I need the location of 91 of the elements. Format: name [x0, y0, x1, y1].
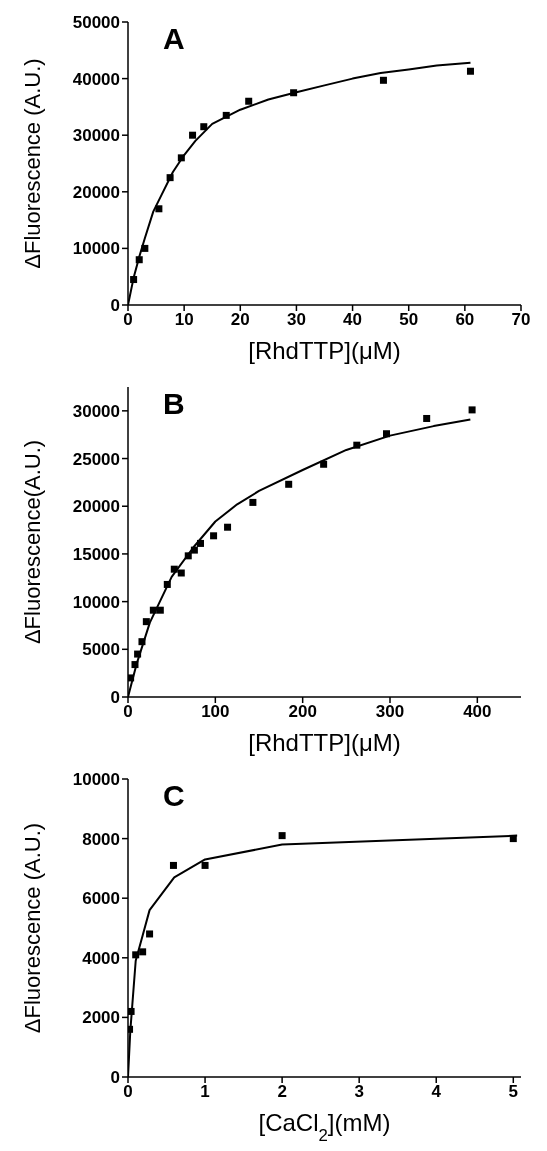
chart-title: C [163, 779, 185, 813]
point [222, 111, 230, 119]
point [130, 276, 138, 284]
point [320, 460, 328, 468]
y-tick-label: 10000 [72, 239, 120, 259]
y-tick-label: 2000 [82, 1008, 120, 1028]
point [166, 174, 174, 182]
point [189, 131, 197, 139]
x-tick-label: 70 [511, 310, 531, 330]
x-tick-label: 40 [343, 310, 363, 330]
y-tick-label: 6000 [82, 889, 120, 909]
point [139, 948, 147, 956]
point [201, 861, 209, 869]
x-tick-label: 300 [375, 702, 405, 722]
x-tick-label: 0 [123, 310, 133, 330]
point [131, 661, 139, 669]
y-tick-label: 10000 [72, 770, 120, 790]
y-axis-title: ΔFluorescence (A.U.) [19, 822, 45, 1034]
point [278, 832, 286, 840]
x-tick-label: 60 [455, 310, 475, 330]
y-axis-title: ΔFluorescence (A.U.) [19, 58, 45, 269]
chart-title: A [163, 22, 185, 56]
point [128, 674, 135, 682]
point [190, 546, 198, 554]
x-tick-label: 200 [288, 702, 317, 722]
x-tick-label: 0 [123, 1082, 133, 1102]
x-axis-title: [CaCl$_{2}$](mM) [258, 1109, 391, 1145]
point [138, 638, 146, 646]
y-tick-label: 10000 [72, 592, 120, 612]
point [379, 76, 387, 84]
point [196, 539, 204, 547]
x-tick-label: 30 [286, 310, 306, 330]
point [245, 97, 253, 105]
point [134, 650, 142, 658]
point [170, 565, 178, 573]
chart-title: B [163, 387, 185, 421]
point [423, 414, 431, 422]
x-axis-title: [RhdTTP](μM) [248, 337, 401, 364]
point [249, 498, 257, 506]
point [466, 67, 474, 75]
x-tick-label: 4 [431, 1082, 442, 1102]
y-tick-label: 20000 [72, 182, 120, 202]
x-tick-label: 5 [508, 1082, 519, 1102]
y-tick-label: 40000 [72, 69, 120, 89]
y-tick-label: 0 [110, 296, 120, 316]
y-tick-label: 15000 [72, 544, 120, 564]
point [290, 89, 298, 97]
y-tick-label: 50000 [72, 13, 120, 33]
y-tick-label: 0 [110, 1068, 120, 1088]
x-tick-label: 3 [354, 1082, 364, 1102]
y-tick-label: 4000 [82, 948, 120, 968]
x-tick-label: 50 [399, 310, 419, 330]
point [509, 835, 517, 843]
x-tick-label: 1 [200, 1082, 210, 1102]
point [353, 441, 361, 449]
x-tick-label: 0 [123, 702, 133, 722]
point [149, 606, 157, 614]
point [468, 406, 476, 414]
y-tick-label: 20000 [72, 497, 120, 517]
y-tick-label: 30000 [72, 401, 120, 421]
x-tick-label: 2 [277, 1082, 287, 1102]
y-tick-label: 25000 [72, 449, 120, 469]
point [210, 532, 218, 540]
y-tick-label: 8000 [82, 829, 120, 849]
point [200, 123, 208, 131]
point [184, 552, 192, 560]
x-tick-label: 100 [201, 702, 230, 722]
point [177, 154, 185, 162]
y-tick-label: 0 [110, 688, 120, 708]
x-tick-label: 20 [230, 310, 250, 330]
x-tick-label: 400 [463, 702, 492, 722]
point [146, 930, 154, 938]
x-axis-title: [RhdTTP](μM) [248, 729, 401, 756]
point [163, 580, 171, 588]
point [128, 1007, 135, 1015]
y-tick-label: 30000 [72, 126, 120, 146]
point [383, 430, 391, 438]
point [155, 205, 163, 213]
point [169, 861, 177, 869]
point [142, 618, 150, 626]
y-axis-title: ΔFluorescence(A.U.) [19, 439, 45, 645]
point [285, 480, 293, 488]
x-tick-label: 10 [174, 310, 194, 330]
point [128, 1025, 134, 1033]
y-tick-label: 5000 [82, 640, 120, 660]
point [132, 951, 140, 959]
point [141, 244, 149, 252]
point [224, 523, 232, 531]
point [177, 569, 185, 577]
point [156, 606, 164, 614]
point [135, 256, 143, 264]
